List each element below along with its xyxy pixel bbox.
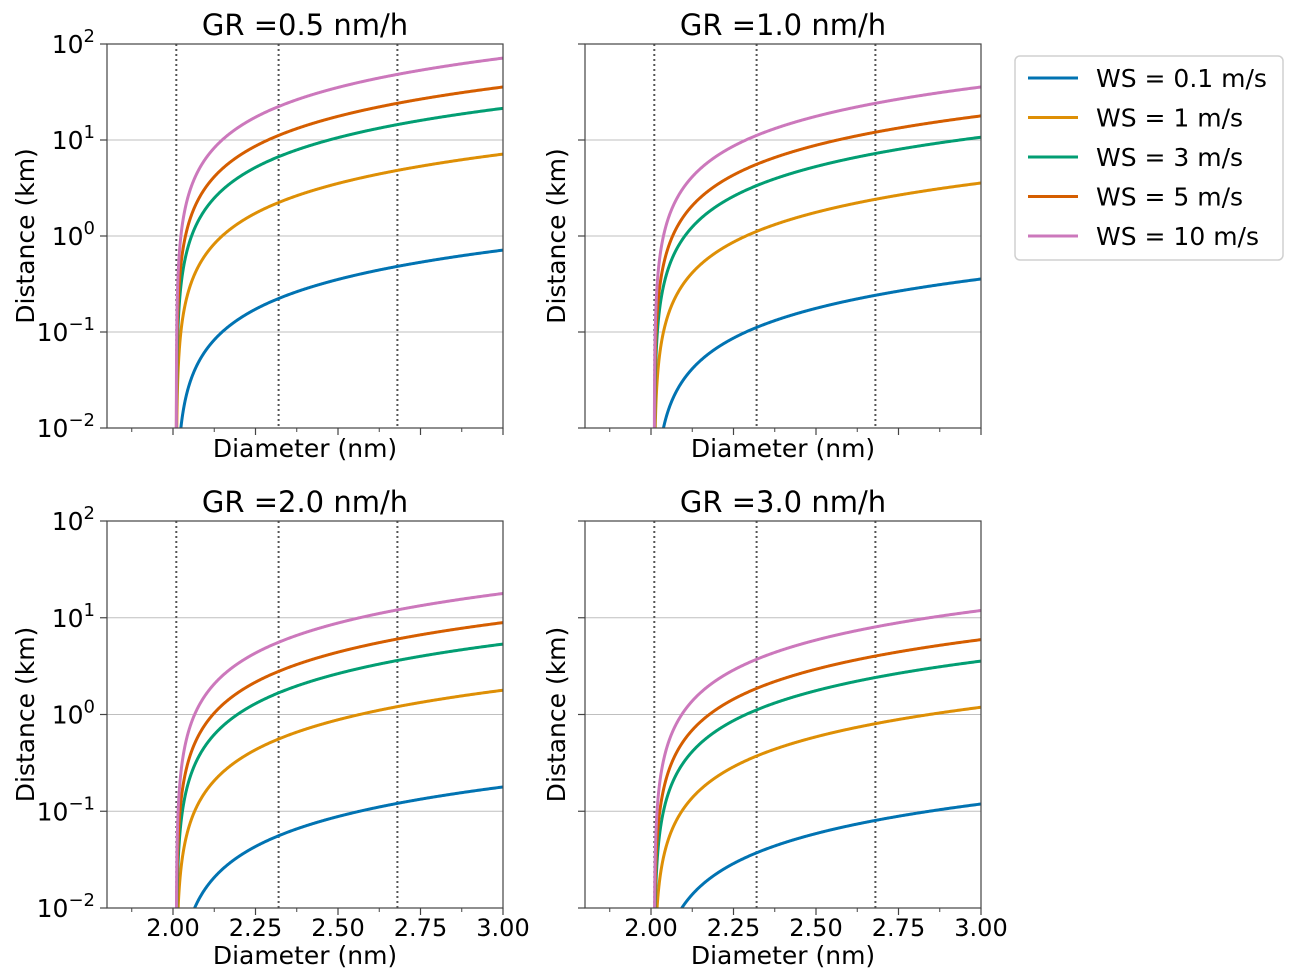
series-line-2: [176, 688, 503, 908]
legend-label-5: WS = 10 m/s: [1096, 222, 1259, 251]
y-axis-label: Distance (km): [542, 627, 571, 803]
series-line-3: [653, 659, 981, 908]
x-tick-label: 3.00: [954, 914, 1007, 942]
y-axis-label: Distance (km): [11, 627, 40, 803]
x-axis-label: Diameter (nm): [213, 434, 397, 463]
x-axis-label: Diameter (nm): [213, 941, 397, 970]
subplot-title: GR =3.0 nm/h: [680, 485, 886, 519]
series-line-2: [655, 705, 981, 908]
subplot-1: 10−2 10−1 100 101 102 GR =0.5 nm/h Diameter (n…: [11, 8, 504, 463]
series-line-2: [653, 181, 981, 428]
y-tick-label: 100: [52, 697, 95, 730]
series-line-4: [653, 638, 981, 908]
series-line-2: [175, 152, 503, 428]
x-axis-label: Diameter (nm): [691, 434, 875, 463]
series-line-5: [174, 56, 503, 428]
series-line-1: [680, 802, 981, 908]
subplot-title: GR =2.0 nm/h: [202, 485, 408, 519]
series-line-4: [652, 114, 981, 428]
series-line-5: [174, 591, 503, 908]
series-line-3: [175, 642, 503, 908]
subplot-title: GR =1.0 nm/h: [680, 8, 886, 42]
subplot-title: GR =0.5 nm/h: [202, 8, 408, 42]
y-axis-label: Distance (km): [11, 148, 40, 324]
subplot-2: GR =1.0 nm/h Diameter (nm) Distance (km): [542, 8, 982, 463]
y-tick-label: 10−2: [37, 890, 95, 923]
subplot-4: 2.00 2.25 2.50 2.75 3.00 GR =3.0 nm/h Diameter…: [542, 485, 1008, 970]
x-tick-label: 2.50: [789, 914, 842, 942]
y-tick-label: 10−2: [37, 410, 95, 443]
y-tick-label: 100: [52, 218, 95, 251]
x-tick-label: 2.00: [624, 914, 677, 942]
legend: WS = 0.1 m/s WS = 1 m/s WS = 3 m/s WS = 5 m…: [1014, 55, 1284, 261]
x-tick-label: 2.75: [872, 914, 925, 942]
legend-label-1: WS = 0.1 m/s: [1096, 64, 1267, 93]
y-tick-label: 10−1: [37, 793, 95, 826]
x-tick-label: 2.25: [707, 914, 760, 942]
subplot-3: 2.00 2.25 2.50 2.75 3.00 10−2 10−1 100 101 102 GR …: [11, 485, 530, 970]
series-line-5: [653, 609, 981, 908]
x-tick-label: 3.00: [476, 914, 529, 942]
x-tick-label: 2.25: [229, 914, 282, 942]
series-line-1: [661, 277, 981, 428]
y-axis-label: Distance (km): [542, 148, 571, 324]
series-line-4: [175, 621, 503, 908]
series-line-3: [653, 135, 981, 428]
y-tick-label: 101: [52, 122, 95, 155]
y-tick-label: 10−1: [37, 314, 95, 347]
x-axis-label: Diameter (nm): [691, 941, 875, 970]
series-line-3: [174, 106, 503, 428]
series-line-1: [179, 248, 503, 428]
series-line-1: [192, 785, 503, 908]
x-tick-label: 2.00: [146, 914, 199, 942]
x-tick-label: 2.75: [394, 914, 447, 942]
x-tick-label: 2.50: [311, 914, 364, 942]
legend-label-4: WS = 5 m/s: [1096, 183, 1243, 212]
series-line-4: [174, 85, 503, 428]
legend-label-2: WS = 1 m/s: [1096, 104, 1243, 133]
series-line-5: [652, 85, 981, 428]
y-tick-label: 101: [52, 600, 95, 633]
y-tick-label: 102: [52, 503, 95, 536]
legend-label-3: WS = 3 m/s: [1096, 143, 1243, 172]
legend-frame: [1014, 55, 1284, 261]
y-tick-label: 102: [52, 26, 95, 59]
